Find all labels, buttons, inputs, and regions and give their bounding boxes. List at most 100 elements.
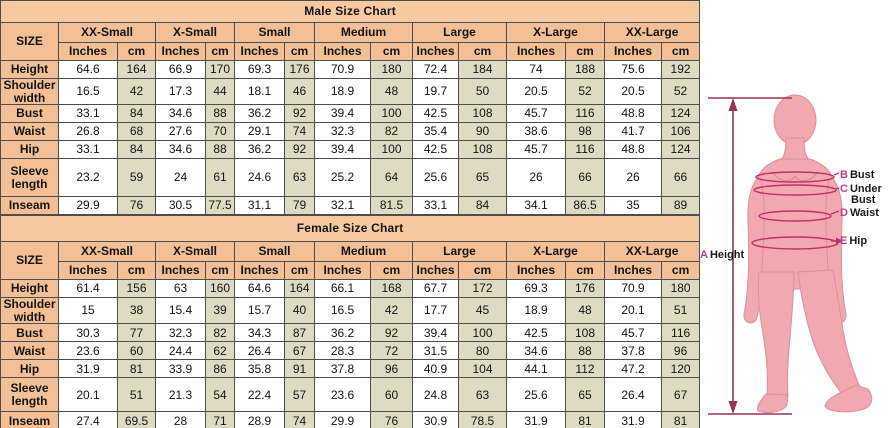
inches-value: 34.3 xyxy=(234,323,285,343)
cm-value: 40 xyxy=(284,297,315,325)
cm-value: 54 xyxy=(205,377,235,413)
unit-header: Inches xyxy=(58,261,118,281)
cm-value: 184 xyxy=(458,60,507,79)
underbust-text: Under Bust xyxy=(849,183,882,206)
inches-value: 37.8 xyxy=(604,341,662,361)
cm-value: 60 xyxy=(117,341,156,361)
inches-value: 31.5 xyxy=(412,341,459,361)
cm-value: 164 xyxy=(284,279,315,299)
cm-value: 100 xyxy=(370,140,413,160)
inches-value: 20.5 xyxy=(506,77,566,106)
unit-header: Inches xyxy=(234,42,285,61)
inches-value: 35 xyxy=(604,196,662,216)
cm-value: 91 xyxy=(284,359,315,379)
inches-value: 18.9 xyxy=(506,297,566,325)
inches-value: 30.5 xyxy=(155,196,206,216)
cm-value: 82 xyxy=(370,122,413,142)
measurement-label: Inseam xyxy=(0,196,59,216)
inches-value: 19.7 xyxy=(412,77,459,106)
cm-value: 176 xyxy=(565,279,605,299)
inches-value: 15.4 xyxy=(155,297,206,325)
size-tables: Male Size Chart SIZE XX-Small X-Small Small M… xyxy=(0,0,701,428)
inches-value: 15.7 xyxy=(234,297,285,325)
inches-value: 33.1 xyxy=(412,196,459,216)
cm-value: 172 xyxy=(458,279,507,299)
size-header: X-Large xyxy=(506,241,605,263)
cm-value: 62 xyxy=(205,341,235,361)
unit-header: cm xyxy=(565,261,605,281)
inches-value: 64.6 xyxy=(234,279,285,299)
cm-value: 82 xyxy=(205,323,235,343)
cm-value: 106 xyxy=(660,122,701,142)
cm-value: 84 xyxy=(458,196,507,216)
inches-value: 33.9 xyxy=(155,359,206,379)
inches-value: 28.3 xyxy=(314,341,371,361)
cm-value: 81.5 xyxy=(370,196,413,216)
inches-value: 26.8 xyxy=(58,122,118,142)
cm-value: 74 xyxy=(284,122,315,142)
unit-header: Inches xyxy=(234,261,285,281)
cm-value: 116 xyxy=(660,323,701,343)
cm-value: 46 xyxy=(284,77,315,106)
cm-value: 98 xyxy=(565,122,605,142)
measurement-label: Bust xyxy=(0,104,59,124)
bust-line xyxy=(755,171,835,183)
measurement-label: Height xyxy=(0,60,59,79)
unit-header: Inches xyxy=(155,261,206,281)
table-row: Waist 26.8 68 27.6 70 29.1 74 32.3 82 35.4 90 38.6 9… xyxy=(0,122,701,142)
inches-value: 45.7 xyxy=(506,140,566,160)
inches-value: 28 xyxy=(155,411,206,428)
inches-value: 42.5 xyxy=(506,323,566,343)
unit-header: Inches xyxy=(155,42,206,61)
size-header: XX-Large xyxy=(603,22,701,43)
cm-value: 108 xyxy=(458,140,507,160)
right-foot xyxy=(824,384,873,413)
inches-value: 42.5 xyxy=(412,104,459,124)
cm-value: 57 xyxy=(284,377,315,413)
cm-value: 120 xyxy=(660,359,701,379)
cm-value: 124 xyxy=(660,140,701,160)
inches-value: 29.9 xyxy=(58,196,118,216)
cm-value: 68 xyxy=(117,122,156,142)
size-header: Large xyxy=(412,241,507,263)
size-header: Small xyxy=(234,22,315,43)
cm-value: 92 xyxy=(370,323,413,343)
inches-value: 18.9 xyxy=(314,77,371,106)
size-header: XX-Large xyxy=(603,241,701,263)
table-row: Sleeve length 20.1 51 21.3 54 22.4 57 23.6 60 24.… xyxy=(0,377,701,413)
inches-value: 18.1 xyxy=(234,77,285,106)
cm-value: 51 xyxy=(117,377,156,413)
inches-value: 35.4 xyxy=(412,122,459,142)
cm-value: 77.5 xyxy=(205,196,235,216)
measurement-label: Sleeve length xyxy=(0,377,59,413)
measurement-label: Waist xyxy=(0,122,59,142)
cm-value: 89 xyxy=(660,196,701,216)
waist-text: Waist xyxy=(849,207,879,219)
waist-line xyxy=(758,210,832,222)
cm-value: 86.5 xyxy=(565,196,605,216)
waist-letter: D xyxy=(840,207,848,219)
inches-value: 44.1 xyxy=(506,359,566,379)
inches-value: 31.9 xyxy=(506,411,566,428)
unit-header: Inches xyxy=(314,42,371,61)
cm-value: 76 xyxy=(117,196,156,216)
cm-value: 52 xyxy=(565,77,605,106)
table-row: Bust 30.3 77 32.3 82 34.3 87 36.2 92 39.4 100 42.5 1… xyxy=(0,323,701,343)
table-row: Waist 23.6 60 24.4 62 26.4 67 28.3 72 31.5 80 34.6 8… xyxy=(0,341,701,361)
cm-value: 79 xyxy=(284,196,315,216)
cm-value: 66 xyxy=(565,158,605,198)
measurement-label: Hip xyxy=(0,140,59,160)
cm-value: 59 xyxy=(117,158,156,198)
inches-value: 69.3 xyxy=(506,279,566,299)
inches-value: 41.7 xyxy=(604,122,662,142)
cm-value: 92 xyxy=(284,140,315,160)
chart-title: Female Size Chart xyxy=(0,215,701,243)
size-header: X-Large xyxy=(506,22,605,43)
inches-value: 72.4 xyxy=(412,60,459,79)
inches-value: 26 xyxy=(604,158,662,198)
inches-value: 23.6 xyxy=(58,341,118,361)
measurement-label: Inseam xyxy=(0,411,59,428)
body-diagram xyxy=(708,94,873,415)
cm-value: 38 xyxy=(117,297,156,325)
unit-header: cm xyxy=(117,42,156,61)
